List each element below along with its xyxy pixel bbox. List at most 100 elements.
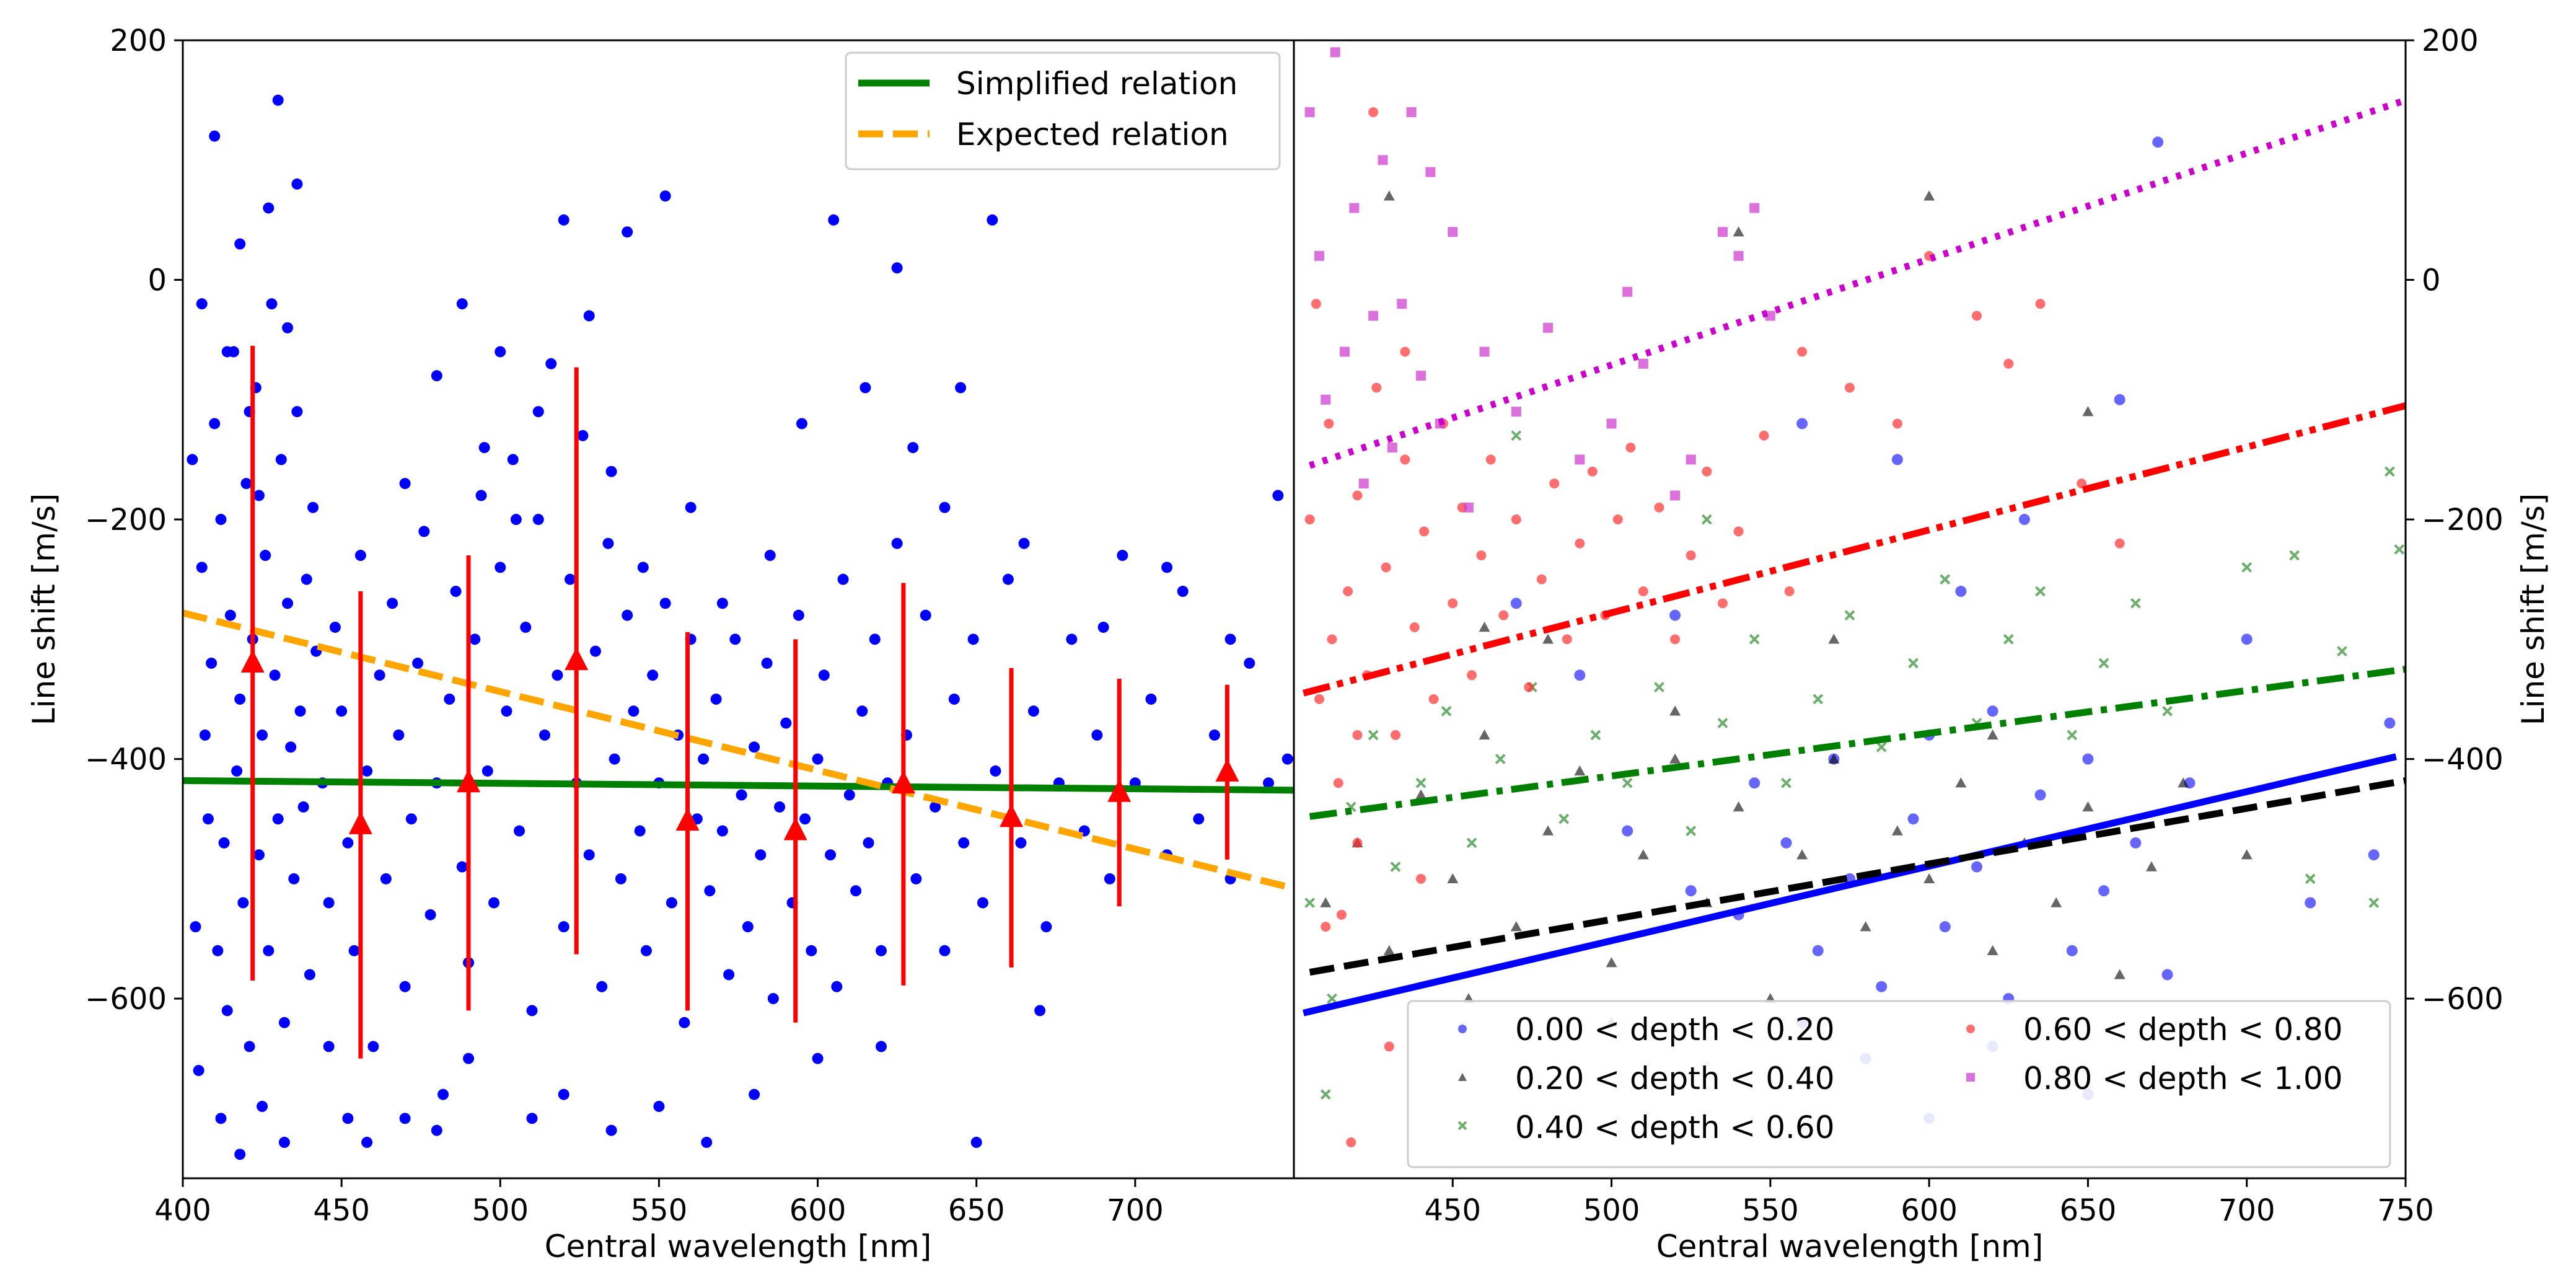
scatter-point-depth-0 bbox=[2130, 837, 2142, 849]
scatter-point-depth-1 bbox=[1479, 729, 1490, 740]
fit-line-depth-1 bbox=[1309, 777, 2406, 976]
scatter-point bbox=[1097, 621, 1109, 633]
scatter-point-depth-1 bbox=[2082, 801, 2094, 812]
scatter-point bbox=[257, 1101, 268, 1113]
right-y-ticks: −600 −400 −200 0 200 bbox=[2406, 24, 2503, 1017]
scatter-point-depth-4 bbox=[1330, 47, 1340, 58]
scatter-point-depth-1 bbox=[1987, 729, 1998, 740]
scatter-point bbox=[793, 609, 804, 621]
scatter-point bbox=[456, 861, 468, 873]
scatter-point bbox=[558, 1088, 569, 1100]
scatter-point bbox=[196, 298, 208, 310]
scatter-point-depth-1 bbox=[1574, 765, 1586, 776]
scatter-point bbox=[796, 418, 807, 430]
scatter-point-depth-4 bbox=[1387, 443, 1397, 453]
scatter-point-depth-4 bbox=[1416, 371, 1426, 381]
y-tick-label: 200 bbox=[110, 24, 167, 58]
scatter-point-depth-1 bbox=[1479, 621, 1490, 632]
scatter-point-depth-4 bbox=[1511, 407, 1521, 417]
scatter-point-depth-3 bbox=[1670, 634, 1681, 645]
scatter-point-depth-1 bbox=[1891, 825, 1903, 836]
scatter-point bbox=[825, 849, 837, 861]
scatter-point-depth-3 bbox=[1733, 526, 1744, 537]
scatter-point bbox=[209, 130, 221, 142]
scatter-point bbox=[260, 550, 271, 562]
scatter-point bbox=[221, 1005, 233, 1017]
scatter-point bbox=[278, 1137, 290, 1149]
legend-label-depth-1: 0.20 < depth < 0.40 bbox=[1515, 1061, 1835, 1096]
scatter-point-depth-2 bbox=[1304, 898, 1316, 908]
scatter-point bbox=[361, 1137, 373, 1149]
scatter-point bbox=[253, 490, 265, 501]
scatter-point-depth-3 bbox=[2035, 299, 2046, 309]
scatter-point bbox=[1066, 633, 1078, 645]
scatter-point bbox=[812, 753, 824, 765]
scatter-point-depth-2 bbox=[2130, 598, 2141, 609]
scatter-point-depth-2 bbox=[2394, 544, 2405, 555]
scatter-point bbox=[187, 454, 198, 465]
scatter-point-depth-4 bbox=[1314, 250, 1325, 261]
scatter-point bbox=[329, 621, 341, 633]
scatter-point bbox=[361, 765, 373, 777]
scatter-point bbox=[749, 741, 760, 753]
scatter-point bbox=[1177, 586, 1189, 598]
scatter-point-depth-4 bbox=[1479, 346, 1490, 357]
x-tick-label: 550 bbox=[631, 1193, 688, 1228]
scatter-point-depth-3 bbox=[1702, 466, 1712, 477]
scatter-point-depth-3 bbox=[1327, 634, 1337, 645]
scatter-point bbox=[1263, 777, 1275, 789]
legend-label-depth-4: 0.80 < depth < 1.00 bbox=[2023, 1061, 2343, 1096]
scatter-point bbox=[1018, 537, 1030, 549]
scatter-point-depth-1 bbox=[1510, 921, 1522, 932]
scatter-point-depth-1 bbox=[1860, 921, 1871, 932]
scatter-point-depth-3 bbox=[1575, 538, 1585, 549]
scatter-point bbox=[501, 705, 512, 717]
scatter-point bbox=[955, 382, 967, 394]
scatter-point-depth-3 bbox=[1448, 598, 1458, 609]
y-tick-label: 200 bbox=[2422, 24, 2479, 58]
scatter-point bbox=[891, 262, 903, 274]
scatter-point-depth-3 bbox=[1346, 1137, 1356, 1148]
scatter-point bbox=[891, 537, 903, 549]
scatter-point bbox=[1145, 693, 1157, 705]
scatter-point-depth-2 bbox=[1511, 430, 1522, 441]
scatter-point-depth-3 bbox=[1368, 107, 1379, 117]
scatter-point bbox=[431, 370, 442, 382]
scatter-point bbox=[231, 765, 243, 777]
scatter-point bbox=[1034, 1005, 1046, 1017]
scatter-point bbox=[828, 214, 840, 226]
scatter-point-depth-1 bbox=[2241, 849, 2253, 860]
scatter-point-depth-4 bbox=[1575, 454, 1585, 465]
scatter-point-depth-1 bbox=[2051, 897, 2062, 907]
scatter-point bbox=[405, 813, 417, 825]
scatter-point bbox=[288, 873, 300, 884]
left-axes-frame bbox=[182, 39, 1295, 1180]
y-tick-label: −600 bbox=[2422, 982, 2503, 1017]
scatter-point bbox=[272, 94, 284, 106]
scatter-point-depth-4 bbox=[1463, 502, 1474, 513]
scatter-point-depth-4 bbox=[1397, 299, 1407, 309]
scatter-point-depth-2 bbox=[1717, 718, 1728, 729]
scatter-point bbox=[710, 693, 722, 705]
scatter-point bbox=[348, 945, 360, 956]
scatter-point bbox=[818, 669, 830, 681]
scatter-point-depth-3 bbox=[2003, 358, 2014, 369]
legend-label-depth-3: 0.60 < depth < 0.80 bbox=[2023, 1012, 2343, 1048]
scatter-point-depth-2 bbox=[1590, 730, 1601, 741]
legend-label-depth-0: 0.00 < depth < 0.20 bbox=[1515, 1012, 1835, 1048]
scatter-point-depth-3 bbox=[1587, 466, 1598, 477]
scatter-point bbox=[412, 657, 424, 669]
scatter-point bbox=[615, 873, 626, 884]
scatter-point bbox=[1224, 633, 1236, 645]
scatter-point bbox=[301, 573, 312, 585]
scatter-point bbox=[602, 537, 614, 549]
scatter-point-depth-0 bbox=[1971, 861, 1983, 873]
scatter-point-depth-2 bbox=[1415, 777, 1426, 788]
scatter-point-depth-3 bbox=[1400, 346, 1410, 357]
y-tick-label: 0 bbox=[147, 263, 167, 298]
scatter-point bbox=[1193, 813, 1205, 825]
scatter-point bbox=[939, 945, 951, 956]
scatter-point-depth-3 bbox=[1625, 443, 1636, 453]
right-scatter-points bbox=[1304, 47, 2405, 1148]
scatter-point bbox=[716, 598, 728, 609]
